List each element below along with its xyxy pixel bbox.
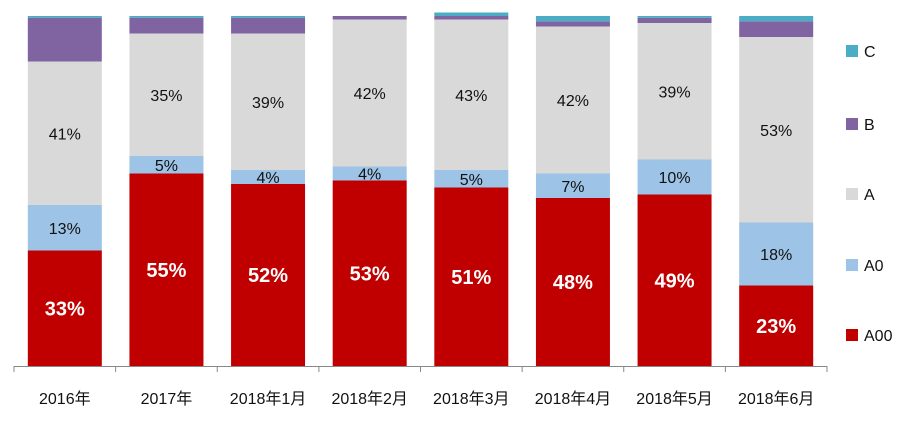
- bar-segment-a0-6: [637, 159, 712, 195]
- bar-segment-a0-7: [739, 222, 814, 286]
- bar-segment-c-1: [129, 16, 204, 18]
- bar-segment-a-2: [231, 33, 306, 170]
- data-label-a-1: 35%: [150, 88, 182, 105]
- bar-segment-b-0: [27, 17, 102, 62]
- bar-segment-a00-6: [637, 194, 712, 366]
- bar-segment-a-6: [637, 23, 712, 160]
- bar-segment-a0-4: [434, 170, 509, 188]
- data-label-a-0: 41%: [49, 126, 81, 143]
- bar-segment-a-0: [27, 61, 102, 205]
- bar-segment-b-6: [637, 17, 712, 23]
- data-label-a0-1: 5%: [155, 158, 178, 175]
- data-label-a-7: 53%: [760, 123, 792, 140]
- bar-segment-c-4: [434, 12, 509, 16]
- bar-segment-a00-7: [739, 285, 814, 366]
- bar-segment-a-4: [434, 19, 509, 170]
- data-label-a00-1: 55%: [146, 260, 186, 282]
- bar-segment-a-5: [535, 26, 610, 174]
- legend: C B A A0 A00: [846, 44, 893, 345]
- bar-segment-c-7: [739, 16, 814, 22]
- legend-swatch-b: [846, 118, 858, 130]
- x-tick-label-4: 2018年3月: [433, 390, 510, 408]
- bar-segment-c-2: [231, 16, 306, 18]
- bar-segment-b-3: [332, 16, 407, 20]
- bar-segment-b-4: [434, 16, 509, 20]
- legend-swatch-c: [846, 45, 858, 57]
- x-tick-label-2: 2018年1月: [230, 390, 307, 408]
- data-label-a00-4: 51%: [451, 267, 491, 289]
- bars-group: 33% 13% 41% 55% 5% 35% 52% 4% 39% 53% 4% 42% 51% 5% 43…: [27, 12, 814, 366]
- bar-segment-a-7: [739, 37, 814, 223]
- data-label-a0-5: 7%: [561, 179, 584, 196]
- bar-segment-b-1: [129, 17, 204, 34]
- bar-segment-a00-4: [434, 187, 509, 366]
- bar-segment-a00-5: [535, 198, 610, 366]
- data-label-a-3: 42%: [354, 86, 386, 103]
- bar-segment-c-5: [535, 16, 610, 22]
- data-label-a00-5: 48%: [553, 272, 593, 294]
- legend-label-a0: A0: [864, 258, 884, 275]
- bar-segment-a0-3: [332, 166, 407, 181]
- data-label-a-5: 42%: [557, 93, 589, 110]
- legend-label-a: A: [864, 187, 875, 204]
- x-tick-label-5: 2018年4月: [535, 390, 612, 408]
- x-tick-label-0: 2016年: [39, 390, 91, 408]
- legend-swatch-a: [846, 188, 858, 200]
- data-label-a0-2: 4%: [256, 170, 279, 187]
- x-tick-label-3: 2018年2月: [331, 390, 408, 408]
- bar-segment-a0-5: [535, 173, 610, 198]
- data-label-a00-3: 53%: [350, 263, 390, 285]
- data-label-a0-3: 4%: [358, 167, 381, 184]
- bar-segment-c-0: [27, 16, 102, 18]
- data-label-a-6: 39%: [659, 84, 691, 101]
- bar-segment-a00-1: [129, 173, 204, 366]
- data-label-a0-0: 13%: [49, 221, 81, 238]
- data-label-a0-4: 5%: [460, 172, 483, 189]
- data-label-a00-6: 49%: [655, 270, 695, 292]
- x-tick-label-6: 2018年5月: [636, 390, 713, 408]
- x-tick-label-1: 2017年: [141, 390, 193, 408]
- bar-segment-a0-1: [129, 156, 204, 174]
- legend-label-b: B: [864, 117, 875, 134]
- bar-segment-a0-0: [27, 205, 102, 251]
- data-label-a00-7: 23%: [756, 316, 796, 338]
- data-label-a-4: 43%: [455, 88, 487, 105]
- bar-segment-b-2: [231, 17, 306, 34]
- bar-segment-c-6: [637, 16, 712, 18]
- data-label-a0-7: 18%: [760, 247, 792, 264]
- bar-segment-a0-2: [231, 170, 306, 184]
- legend-swatch-a00: [846, 329, 858, 341]
- bar-segment-a00-0: [27, 250, 102, 366]
- bar-segment-b-7: [739, 21, 814, 37]
- data-label-a00-0: 33%: [45, 298, 85, 320]
- bar-segment-a-3: [332, 19, 407, 167]
- data-label-a00-2: 52%: [248, 265, 288, 287]
- legend-label-c: C: [864, 44, 876, 61]
- data-label-a-2: 39%: [252, 95, 284, 112]
- data-label-a0-6: 10%: [659, 170, 691, 187]
- x-tick-label-7: 2018年6月: [738, 390, 815, 408]
- legend-label-a00: A00: [864, 328, 893, 345]
- legend-swatch-a0: [846, 259, 858, 271]
- bar-segment-a00-2: [231, 184, 306, 366]
- bar-segment-b-5: [535, 21, 610, 27]
- bar-segment-a00-3: [332, 180, 407, 366]
- bar-segment-a-1: [129, 33, 204, 156]
